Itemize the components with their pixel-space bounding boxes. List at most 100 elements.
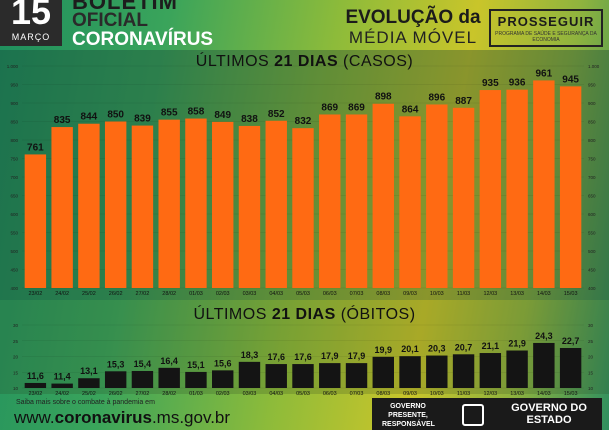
- cases-date-label: 12/03: [483, 291, 497, 297]
- evolution-title-line1: EVOLUÇÃO da: [345, 7, 481, 28]
- footer-url[interactable]: www.coronavirus.ms.gov.br: [14, 408, 230, 428]
- state-emblem-icon: [462, 404, 484, 426]
- deaths-value-label: 18,3: [241, 350, 259, 360]
- cases-date-label: 01/03: [189, 291, 203, 297]
- cases-value-label: 838: [241, 114, 258, 125]
- government-banner: GOVERNO PRESENTE, RESPONSÁVEL E GOVERNO …: [372, 398, 602, 430]
- cases-date-label: 15/03: [564, 291, 578, 297]
- deaths-chart-title: ÚLTIMOS 21 DIAS (ÓBITOS): [0, 306, 609, 324]
- y-tick-label-left: 30: [13, 323, 19, 328]
- y-tick-label-right: 650: [588, 194, 596, 199]
- deaths-value-label: 20,3: [428, 344, 446, 354]
- y-tick-label-left: 450: [10, 268, 18, 273]
- prosseguir-brand: PROSSEGUIR: [497, 14, 595, 29]
- deaths-value-label: 21,9: [508, 339, 526, 349]
- y-tick-label-left: 800: [10, 138, 18, 143]
- deaths-title-suffix: (ÓBITOS): [335, 306, 416, 323]
- cases-value-label: 835: [54, 115, 71, 126]
- deaths-value-label: 16,4: [160, 356, 178, 366]
- deaths-value-label: 15,4: [134, 359, 152, 369]
- deaths-value-label: 11,4: [54, 372, 71, 382]
- deaths-value-label: 17,9: [321, 351, 339, 361]
- cases-bar: [452, 107, 475, 288]
- cases-bar: [559, 86, 582, 288]
- y-tick-label-left: 15: [13, 370, 19, 375]
- deaths-date-label: 15/03: [564, 391, 578, 397]
- y-tick-label-left: 1.000: [7, 64, 19, 69]
- cases-date-label: 28/02: [162, 291, 176, 297]
- footer: Saiba mais sobre o combate à pandemia em…: [0, 396, 609, 430]
- footer-url-prefix: www.: [14, 408, 55, 427]
- y-tick-label-left: 750: [10, 157, 18, 162]
- y-tick-label-right: 20: [588, 355, 594, 360]
- government-slogan: GOVERNO PRESENTE, RESPONSÁVEL E: [382, 403, 435, 428]
- deaths-date-label: 14/03: [537, 391, 551, 397]
- deaths-bar: [345, 363, 368, 388]
- deaths-date-label: 05/03: [296, 391, 310, 397]
- cases-title-prefix: ÚLTIMOS: [195, 53, 275, 70]
- cases-title-bold: 21 DIAS: [274, 53, 339, 70]
- cases-value-label: 864: [402, 104, 419, 115]
- deaths-bar: [51, 383, 73, 388]
- prosseguir-logo: PROSSEGUIR PROGRAMA DE SAÚDE E SEGURANÇA…: [489, 9, 603, 47]
- cases-date-label: 04/03: [269, 291, 283, 297]
- date-badge: 15 MARÇO: [0, 0, 62, 46]
- deaths-date-label: 09/03: [403, 391, 417, 397]
- deaths-bar: [131, 370, 154, 388]
- footer-url-bold: coronavirus: [54, 408, 152, 427]
- y-tick-label-right: 450: [588, 268, 596, 273]
- cases-value-label: 855: [161, 108, 178, 119]
- deaths-date-label: 03/03: [243, 391, 257, 397]
- deaths-value-label: 17,6: [267, 352, 285, 362]
- deaths-date-label: 06/03: [323, 391, 337, 397]
- y-tick-label-right: 950: [588, 83, 596, 88]
- cases-value-label: 858: [188, 107, 205, 118]
- cases-date-label: 08/03: [376, 291, 390, 297]
- cases-value-label: 844: [81, 112, 98, 123]
- cases-date-label: 24/02: [55, 291, 69, 297]
- y-tick-label-right: 25: [588, 339, 594, 344]
- cases-bar: [158, 119, 180, 289]
- y-tick-label-left: 600: [10, 212, 18, 217]
- deaths-value-label: 24,3: [535, 331, 553, 341]
- cases-value-label: 935: [482, 78, 499, 89]
- y-tick-label-right: 750: [588, 157, 596, 162]
- cases-bar: [345, 114, 368, 288]
- cases-date-label: 26/02: [109, 291, 123, 297]
- header: 15 MARÇO BOLETIM OFICIAL CORONAVÍRUS EVO…: [0, 0, 609, 50]
- y-tick-label-right: 550: [588, 231, 596, 236]
- deaths-bar: [319, 363, 341, 388]
- cases-bar: [51, 127, 73, 288]
- y-tick-label-right: 850: [588, 120, 596, 125]
- cases-bar: [506, 89, 528, 289]
- cases-value-label: 852: [268, 109, 285, 120]
- cases-value-label: 839: [134, 114, 151, 125]
- cases-bar: [104, 121, 127, 288]
- deaths-bar: [158, 367, 180, 388]
- cases-value-label: 936: [509, 78, 526, 89]
- cases-date-label: 13/03: [510, 291, 524, 297]
- cases-value-label: 898: [375, 92, 392, 103]
- deaths-date-label: 04/03: [269, 391, 283, 397]
- cases-value-label: 869: [348, 102, 365, 113]
- cases-bar: [238, 125, 261, 288]
- government-name: GOVERNO DO ESTADO: [511, 402, 587, 426]
- cases-date-label: 03/03: [243, 291, 257, 297]
- cases-value-label: 761: [27, 142, 44, 153]
- date-day: 15: [10, 0, 52, 32]
- deaths-date-label: 02/03: [216, 391, 230, 397]
- y-tick-label-right: 700: [588, 175, 596, 180]
- y-tick-label-right: 500: [588, 249, 596, 254]
- deaths-value-label: 11,6: [27, 371, 44, 381]
- y-tick-label-left: 950: [10, 83, 18, 88]
- cases-bar: [399, 116, 421, 288]
- cases-date-label: 02/03: [216, 291, 230, 297]
- evolution-title-line2: MÉDIA MÓVEL: [348, 28, 478, 47]
- deaths-bar: [24, 382, 47, 388]
- deaths-bar: [212, 370, 234, 388]
- y-tick-label-left: 650: [10, 194, 18, 199]
- deaths-date-label: 13/03: [510, 391, 524, 397]
- deaths-date-label: 12/03: [483, 391, 497, 397]
- cases-date-label: 23/02: [28, 291, 42, 297]
- deaths-bar: [479, 353, 502, 388]
